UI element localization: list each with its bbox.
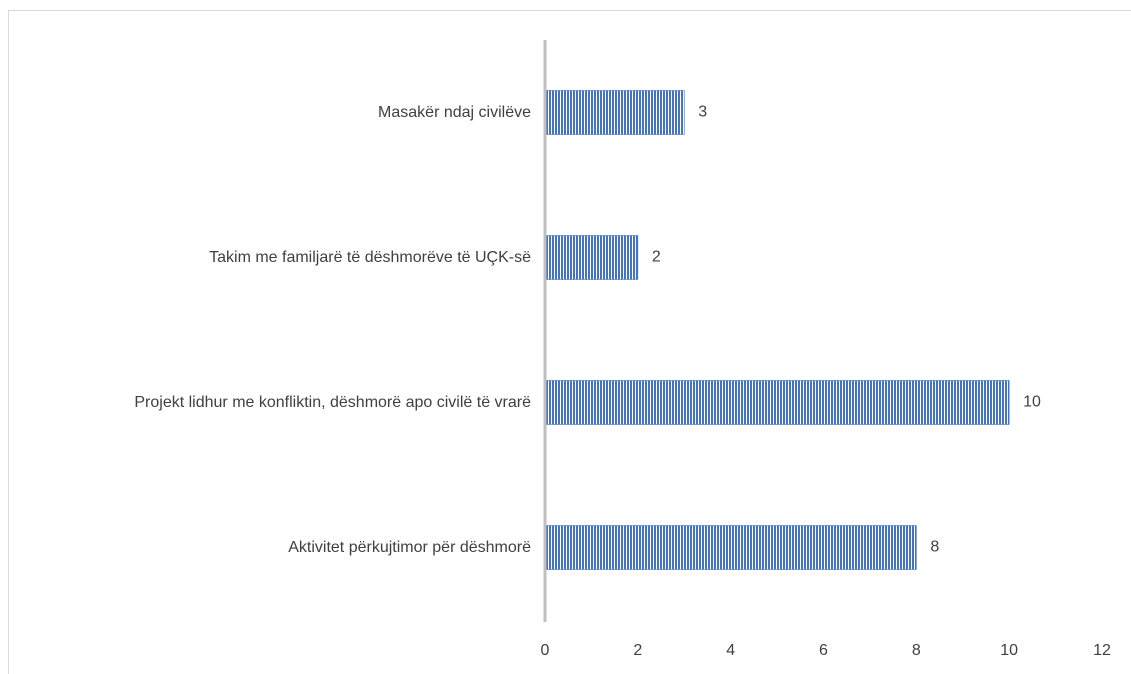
x-tick-label: 2 [633,642,642,659]
category-label: Masakër ndaj civilëve [378,103,531,121]
x-tick-label: 10 [1000,642,1018,659]
bar [544,525,917,570]
bar [544,380,1010,425]
data-label: 3 [698,104,707,121]
chart-border [8,10,1131,674]
bar [544,90,685,135]
data-label: 10 [1023,394,1041,411]
category-label: Aktivitet përkujtimor për dëshmorë [288,538,531,556]
x-tick-label: 0 [541,642,550,659]
category-label: Takim me familjarë të dëshmorëve të UÇK-… [209,248,531,266]
data-label: 2 [652,249,661,266]
data-label: 8 [930,539,939,556]
x-tick-label: 4 [726,642,735,659]
x-tick-label: 12 [1093,642,1111,659]
category-label: Projekt lidhur me konfliktin, dëshmorë a… [134,393,531,411]
bar [544,235,639,280]
x-tick-label: 6 [819,642,828,659]
x-tick-label: 8 [912,642,921,659]
